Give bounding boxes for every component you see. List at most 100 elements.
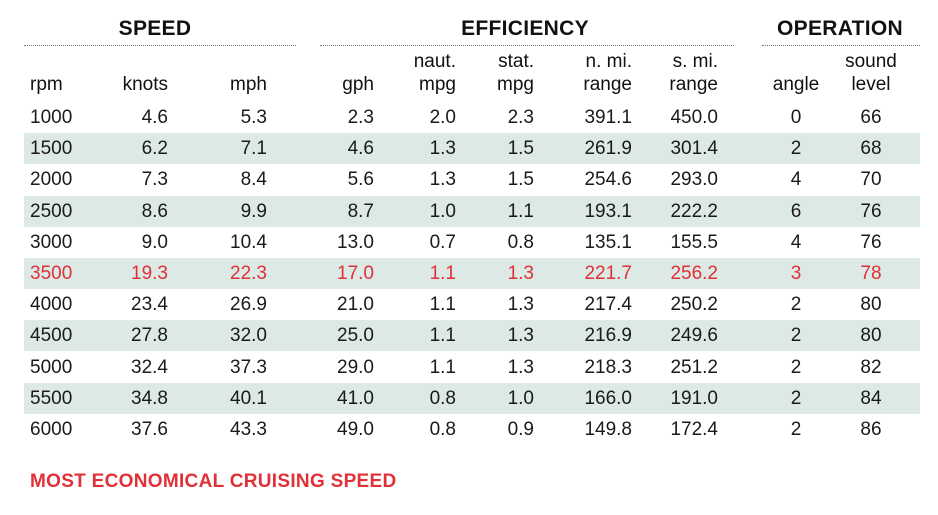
col-header-line: angle [772, 74, 820, 95]
cell-mph: 7.1 [240, 138, 267, 160]
table-row: 1000 4.6 5.3 2.3 2.0 2.3 391.1 450.0 0 66 [24, 102, 920, 133]
cell-naut-mpg: 0.7 [429, 231, 456, 253]
cell-gph: 41.0 [337, 387, 374, 409]
group-rule-operation [762, 45, 920, 46]
cell-gph: 21.0 [337, 294, 374, 316]
cell-n-mi-range: 193.1 [584, 200, 632, 222]
cell-stat-mpg: 1.5 [507, 169, 534, 191]
cell-gph: 5.6 [347, 169, 374, 191]
cell-knots: 32.4 [131, 356, 168, 378]
cell-sound-level: 76 [860, 231, 882, 253]
cell-angle: 2 [790, 325, 802, 347]
cell-angle: 0 [790, 107, 802, 128]
cell-s-mi-range: 256.2 [670, 263, 718, 284]
table-row: 3000 9.0 10.4 13.0 0.7 0.8 135.1 155.5 4 76 [24, 227, 920, 258]
cell-angle: 2 [790, 356, 802, 378]
cell-angle: 2 [790, 138, 802, 160]
cell-naut-mpg: 0.8 [429, 419, 456, 440]
cell-n-mi-range: 254.6 [584, 169, 632, 191]
cell-s-mi-range: 249.6 [670, 325, 718, 347]
cell-knots: 8.6 [141, 200, 168, 222]
group-title-speed: SPEED [118, 17, 192, 40]
cell-mph: 40.1 [230, 387, 267, 409]
cell-knots: 27.8 [131, 325, 168, 347]
cell-mph: 37.3 [230, 356, 267, 378]
col-header-line: rpm [30, 74, 63, 95]
cell-gph: 2.3 [347, 107, 374, 128]
cell-angle: 2 [790, 419, 802, 440]
cell-rpm: 1000 [30, 107, 73, 128]
table-row: 2000 7.3 8.4 5.6 1.3 1.5 254.6 293.0 4 70 [24, 164, 920, 195]
cell-angle: 6 [790, 200, 802, 222]
col-header-n-mi-range: n. mi. range [566, 50, 632, 96]
col-header-angle: angle [760, 50, 832, 96]
col-header-line: range [669, 74, 718, 95]
cell-naut-mpg: 1.3 [429, 138, 456, 160]
cell-naut-mpg: 1.0 [429, 200, 456, 222]
cell-sound-level: 84 [860, 387, 882, 409]
cell-stat-mpg: 1.0 [507, 387, 534, 409]
cell-s-mi-range: 191.0 [670, 387, 718, 409]
cell-knots: 4.6 [141, 107, 168, 128]
cell-gph: 25.0 [337, 325, 374, 347]
cell-sound-level: 76 [860, 200, 882, 222]
cell-naut-mpg: 1.1 [429, 325, 456, 347]
cell-s-mi-range: 301.4 [670, 138, 718, 160]
cell-rpm: 2500 [30, 200, 73, 222]
cell-s-mi-range: 172.4 [670, 419, 718, 440]
cell-n-mi-range: 218.3 [584, 356, 632, 378]
cell-gph: 17.0 [337, 263, 374, 284]
cell-sound-level: 70 [860, 169, 882, 191]
cell-n-mi-range: 391.1 [584, 107, 632, 128]
cell-mph: 22.3 [230, 263, 267, 284]
col-header-gph: gph [318, 50, 374, 96]
col-header-line: level [851, 74, 891, 95]
cell-mph: 9.9 [240, 200, 267, 222]
cell-angle: 4 [790, 169, 802, 191]
cell-angle: 2 [790, 294, 802, 316]
cell-rpm: 6000 [30, 419, 73, 440]
group-title-efficiency: EFFICIENCY [461, 17, 589, 40]
cell-sound-level: 86 [860, 419, 882, 440]
cell-rpm: 3000 [30, 231, 73, 253]
cell-naut-mpg: 0.8 [429, 387, 456, 409]
col-header-line: s. mi. [672, 51, 718, 72]
cell-sound-level: 80 [860, 294, 882, 316]
cell-gph: 4.6 [347, 138, 374, 160]
cell-mph: 8.4 [240, 169, 267, 191]
cell-gph: 8.7 [347, 200, 374, 222]
table-row: 1500 6.2 7.1 4.6 1.3 1.5 261.9 301.4 2 68 [24, 133, 920, 165]
col-header-naut-mpg: naut. mpg [400, 50, 456, 96]
cell-naut-mpg: 1.1 [429, 263, 456, 284]
group-rule-speed [24, 45, 296, 46]
cell-s-mi-range: 450.0 [670, 107, 718, 128]
table-row: 4000 23.4 26.9 21.0 1.1 1.3 217.4 250.2 2 80 [24, 289, 920, 320]
col-header-line: naut. [413, 51, 456, 72]
cell-stat-mpg: 1.3 [507, 325, 534, 347]
col-header-line: n. mi. [585, 51, 632, 72]
cell-stat-mpg: 0.9 [507, 419, 534, 440]
cell-knots: 9.0 [141, 231, 168, 253]
cell-angle: 2 [790, 387, 802, 409]
cell-s-mi-range: 222.2 [670, 200, 718, 222]
cell-rpm: 2000 [30, 169, 73, 191]
col-header-line: stat. [498, 51, 534, 72]
cell-knots: 6.2 [141, 138, 168, 160]
cell-naut-mpg: 2.0 [429, 107, 456, 128]
group-title-operation: OPERATION [777, 17, 903, 40]
footnote-most-economical: MOST ECONOMICAL CRUISING SPEED [30, 471, 397, 492]
cell-angle: 3 [790, 263, 802, 284]
cell-n-mi-range: 149.8 [584, 419, 632, 440]
col-header-s-mi-range: s. mi. range [652, 50, 718, 96]
cell-sound-level: 80 [860, 325, 882, 347]
cell-stat-mpg: 1.3 [507, 294, 534, 316]
cell-s-mi-range: 250.2 [670, 294, 718, 316]
cell-knots: 37.6 [131, 419, 168, 440]
cell-mph: 32.0 [230, 325, 267, 347]
cell-mph: 26.9 [230, 294, 267, 316]
cell-gph: 49.0 [337, 419, 374, 440]
cell-mph: 10.4 [230, 231, 267, 253]
cell-naut-mpg: 1.1 [429, 294, 456, 316]
cell-s-mi-range: 251.2 [670, 356, 718, 378]
cell-stat-mpg: 2.3 [507, 107, 534, 128]
